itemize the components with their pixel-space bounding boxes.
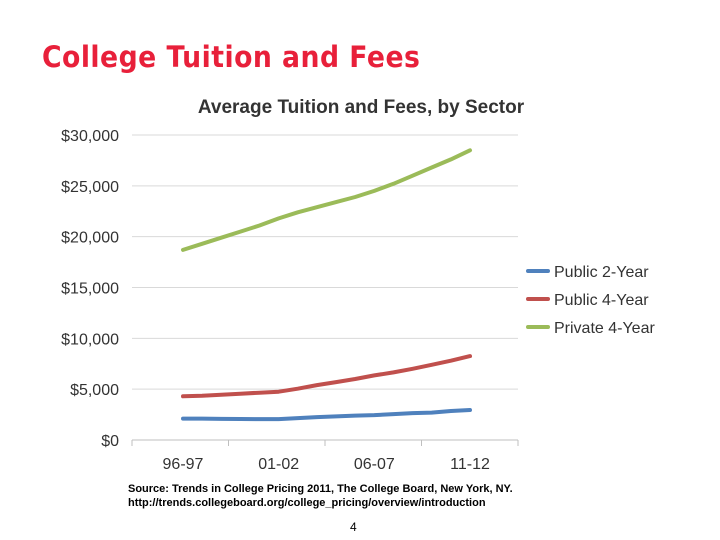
x-axis-tick-labels: 96-97 01-02 06-07 11-12	[163, 456, 490, 473]
x-tick-label: 06-07	[354, 456, 395, 473]
legend-label: Public 4-Year	[554, 292, 649, 309]
y-tick-label: $10,000	[61, 331, 119, 348]
legend-label: Public 2-Year	[554, 264, 649, 281]
chart-title: Average Tuition and Fees, by Sector	[198, 97, 525, 118]
y-tick-label: $5,000	[70, 382, 119, 399]
slide-title: College Tuition and Fees	[42, 40, 421, 74]
y-tick-label: $0	[101, 433, 119, 450]
legend-label: Private 4-Year	[554, 320, 655, 337]
line-chart: Average Tuition and Fees, by Sector $0 $5…	[61, 97, 655, 473]
series-line-private-4-year	[181, 148, 472, 252]
series-line-public-4-year	[181, 354, 472, 399]
y-tick-label: $25,000	[61, 179, 119, 196]
source-text: Source: Trends in College Pricing 2011, …	[128, 483, 513, 495]
y-tick-label: $20,000	[61, 230, 119, 247]
source-citation: Source: Trends in College Pricing 2011, …	[128, 482, 513, 510]
page-number: 4	[350, 520, 357, 534]
x-tick-label: 01-02	[258, 456, 299, 473]
series-lines	[181, 148, 472, 422]
x-tick-label: 11-12	[450, 456, 490, 473]
y-axis-tick-labels: $0 $5,000 $10,000 $15,000 $20,000 $25,000 $30,…	[61, 128, 119, 450]
x-tick-label: 96-97	[163, 456, 204, 473]
legend: Public 2-Year Public 4-Year Private 4-Year	[526, 264, 655, 337]
y-tick-label: $30,000	[61, 128, 119, 145]
y-tick-label: $15,000	[61, 281, 119, 298]
series-line-public-2-year	[181, 408, 472, 422]
source-url: http://trends.collegeboard.org/college_p…	[128, 497, 486, 509]
gridlines	[131, 134, 519, 446]
